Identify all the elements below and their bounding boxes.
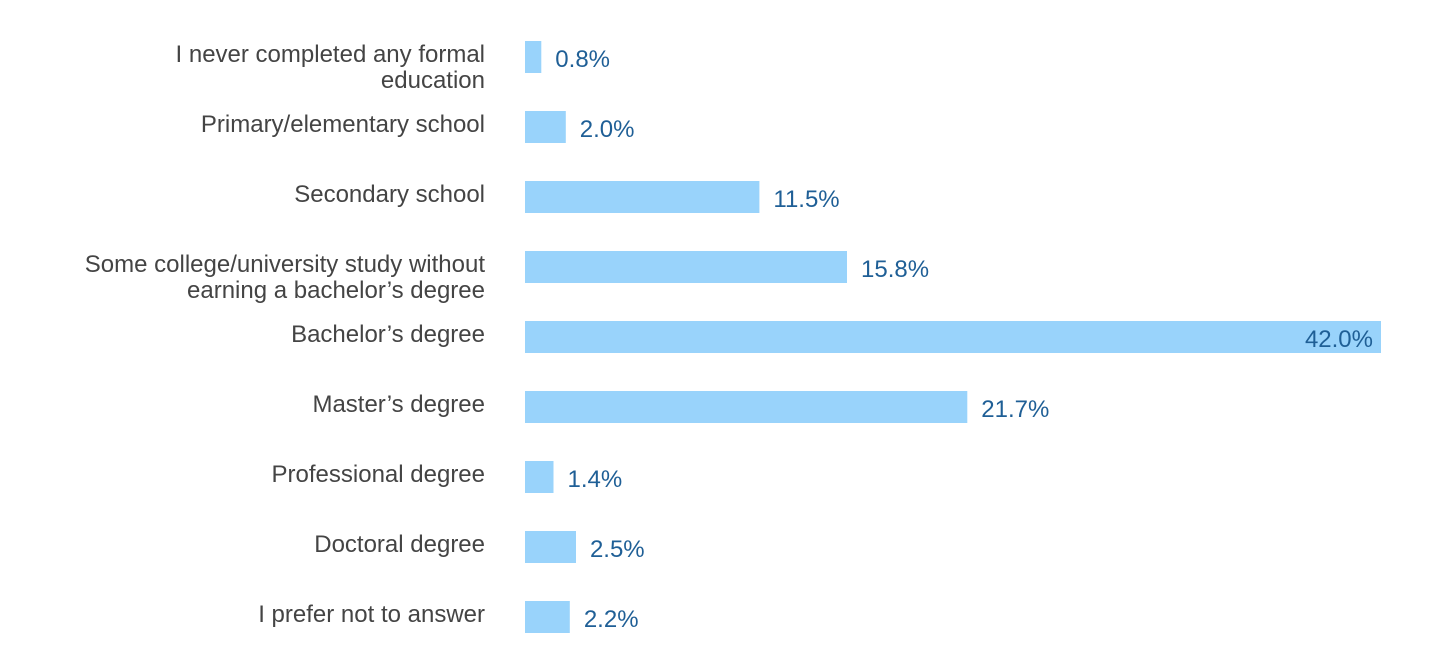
category-label: Professional degree	[272, 461, 485, 488]
category-label: Some college/university study without ear…	[85, 251, 486, 304]
bar	[525, 41, 542, 73]
value-label: 15.8%	[861, 256, 929, 283]
category-label: Primary/elementary school	[201, 111, 485, 138]
value-label: 0.8%	[555, 46, 610, 73]
category-label-line: Doctoral degree	[314, 531, 485, 558]
value-label: 2.0%	[580, 116, 635, 143]
bar	[525, 321, 1381, 353]
value-label: 11.5%	[773, 186, 839, 213]
value-label: 2.2%	[584, 606, 639, 633]
category-label-line: Master’s degree	[312, 391, 485, 418]
bar	[525, 391, 968, 423]
bar	[525, 181, 760, 213]
category-label: I never completed any formal education	[176, 41, 485, 94]
value-label: 21.7%	[981, 396, 1049, 423]
category-label: Secondary school	[294, 181, 485, 208]
category-label-line: education	[381, 67, 485, 94]
bar	[525, 251, 847, 283]
value-label: 42.0%	[1305, 326, 1373, 353]
category-label-line: I prefer not to answer	[258, 601, 485, 628]
bar	[525, 531, 576, 563]
category-label: Master’s degree	[312, 391, 485, 418]
category-label-line: Bachelor’s degree	[291, 321, 485, 348]
category-label: I prefer not to answer	[258, 601, 485, 628]
category-label-line: Some college/university study without	[85, 251, 486, 278]
bar	[525, 111, 566, 143]
category-label-line: Secondary school	[294, 181, 485, 208]
category-label-line: earning a bachelor’s degree	[187, 277, 485, 304]
category-label-line: Primary/elementary school	[201, 111, 485, 138]
value-label: 2.5%	[590, 536, 645, 563]
bar	[525, 601, 570, 633]
category-label-line: I never completed any formal	[176, 41, 485, 68]
category-label: Doctoral degree	[314, 531, 485, 558]
category-label-line: Professional degree	[272, 461, 485, 488]
category-label: Bachelor’s degree	[291, 321, 485, 348]
value-label: 1.4%	[568, 466, 623, 493]
bar	[525, 461, 554, 493]
